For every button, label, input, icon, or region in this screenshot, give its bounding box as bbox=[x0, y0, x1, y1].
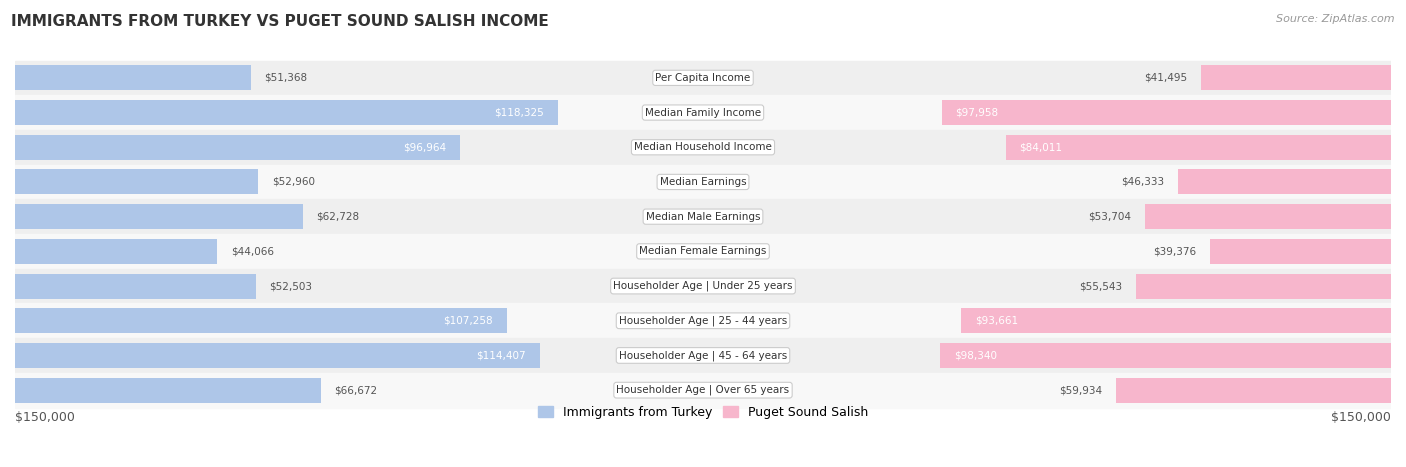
Bar bbox=[1144, 204, 1391, 229]
Bar bbox=[962, 308, 1391, 333]
Bar bbox=[15, 338, 1391, 373]
Bar bbox=[1211, 239, 1391, 264]
Text: Median Female Earnings: Median Female Earnings bbox=[640, 247, 766, 256]
Text: $84,011: $84,011 bbox=[1019, 142, 1063, 152]
Text: $107,258: $107,258 bbox=[443, 316, 494, 326]
Bar bbox=[15, 130, 1391, 164]
Text: $55,543: $55,543 bbox=[1080, 281, 1122, 291]
Bar bbox=[15, 95, 1391, 130]
Bar bbox=[15, 304, 1391, 338]
Text: $41,495: $41,495 bbox=[1144, 73, 1187, 83]
Text: $59,934: $59,934 bbox=[1059, 385, 1102, 395]
Text: Per Capita Income: Per Capita Income bbox=[655, 73, 751, 83]
Text: Median Earnings: Median Earnings bbox=[659, 177, 747, 187]
Text: $118,325: $118,325 bbox=[494, 107, 544, 118]
Bar bbox=[15, 170, 257, 194]
Text: Householder Age | Over 65 years: Householder Age | Over 65 years bbox=[616, 385, 790, 396]
Bar bbox=[1136, 274, 1391, 298]
Bar bbox=[15, 378, 321, 403]
Bar bbox=[1116, 378, 1391, 403]
Bar bbox=[15, 373, 1391, 408]
Text: Householder Age | 45 - 64 years: Householder Age | 45 - 64 years bbox=[619, 350, 787, 361]
Text: IMMIGRANTS FROM TURKEY VS PUGET SOUND SALISH INCOME: IMMIGRANTS FROM TURKEY VS PUGET SOUND SA… bbox=[11, 14, 548, 29]
Text: Median Male Earnings: Median Male Earnings bbox=[645, 212, 761, 222]
Text: $93,661: $93,661 bbox=[976, 316, 1018, 326]
Text: Median Household Income: Median Household Income bbox=[634, 142, 772, 152]
Bar bbox=[941, 343, 1391, 368]
Bar bbox=[1201, 65, 1391, 90]
Legend: Immigrants from Turkey, Puget Sound Salish: Immigrants from Turkey, Puget Sound Sali… bbox=[538, 406, 868, 419]
Bar bbox=[15, 199, 1391, 234]
Bar bbox=[15, 61, 1391, 95]
Bar bbox=[15, 164, 1391, 199]
Bar bbox=[15, 234, 1391, 269]
Bar bbox=[942, 100, 1391, 125]
Bar bbox=[15, 100, 558, 125]
Text: $150,000: $150,000 bbox=[1331, 411, 1391, 424]
Text: Householder Age | 25 - 44 years: Householder Age | 25 - 44 years bbox=[619, 316, 787, 326]
Text: $46,333: $46,333 bbox=[1122, 177, 1164, 187]
Bar bbox=[1005, 135, 1391, 160]
Text: $51,368: $51,368 bbox=[264, 73, 308, 83]
Bar bbox=[15, 65, 250, 90]
Text: $53,704: $53,704 bbox=[1088, 212, 1130, 222]
Text: Source: ZipAtlas.com: Source: ZipAtlas.com bbox=[1277, 14, 1395, 24]
Bar bbox=[15, 343, 540, 368]
Bar bbox=[15, 269, 1391, 304]
Text: $98,340: $98,340 bbox=[953, 350, 997, 361]
Bar bbox=[1178, 170, 1391, 194]
Text: $150,000: $150,000 bbox=[15, 411, 75, 424]
Bar bbox=[15, 204, 302, 229]
Text: $39,376: $39,376 bbox=[1153, 247, 1197, 256]
Text: $44,066: $44,066 bbox=[231, 247, 274, 256]
Text: Householder Age | Under 25 years: Householder Age | Under 25 years bbox=[613, 281, 793, 291]
Bar bbox=[15, 308, 508, 333]
Text: $114,407: $114,407 bbox=[477, 350, 526, 361]
Text: $52,503: $52,503 bbox=[270, 281, 312, 291]
Bar bbox=[15, 274, 256, 298]
Bar bbox=[15, 239, 217, 264]
Text: $97,958: $97,958 bbox=[956, 107, 998, 118]
Text: $66,672: $66,672 bbox=[335, 385, 378, 395]
Text: $62,728: $62,728 bbox=[316, 212, 360, 222]
Text: $96,964: $96,964 bbox=[404, 142, 446, 152]
Bar bbox=[15, 135, 460, 160]
Text: $52,960: $52,960 bbox=[271, 177, 315, 187]
Text: Median Family Income: Median Family Income bbox=[645, 107, 761, 118]
